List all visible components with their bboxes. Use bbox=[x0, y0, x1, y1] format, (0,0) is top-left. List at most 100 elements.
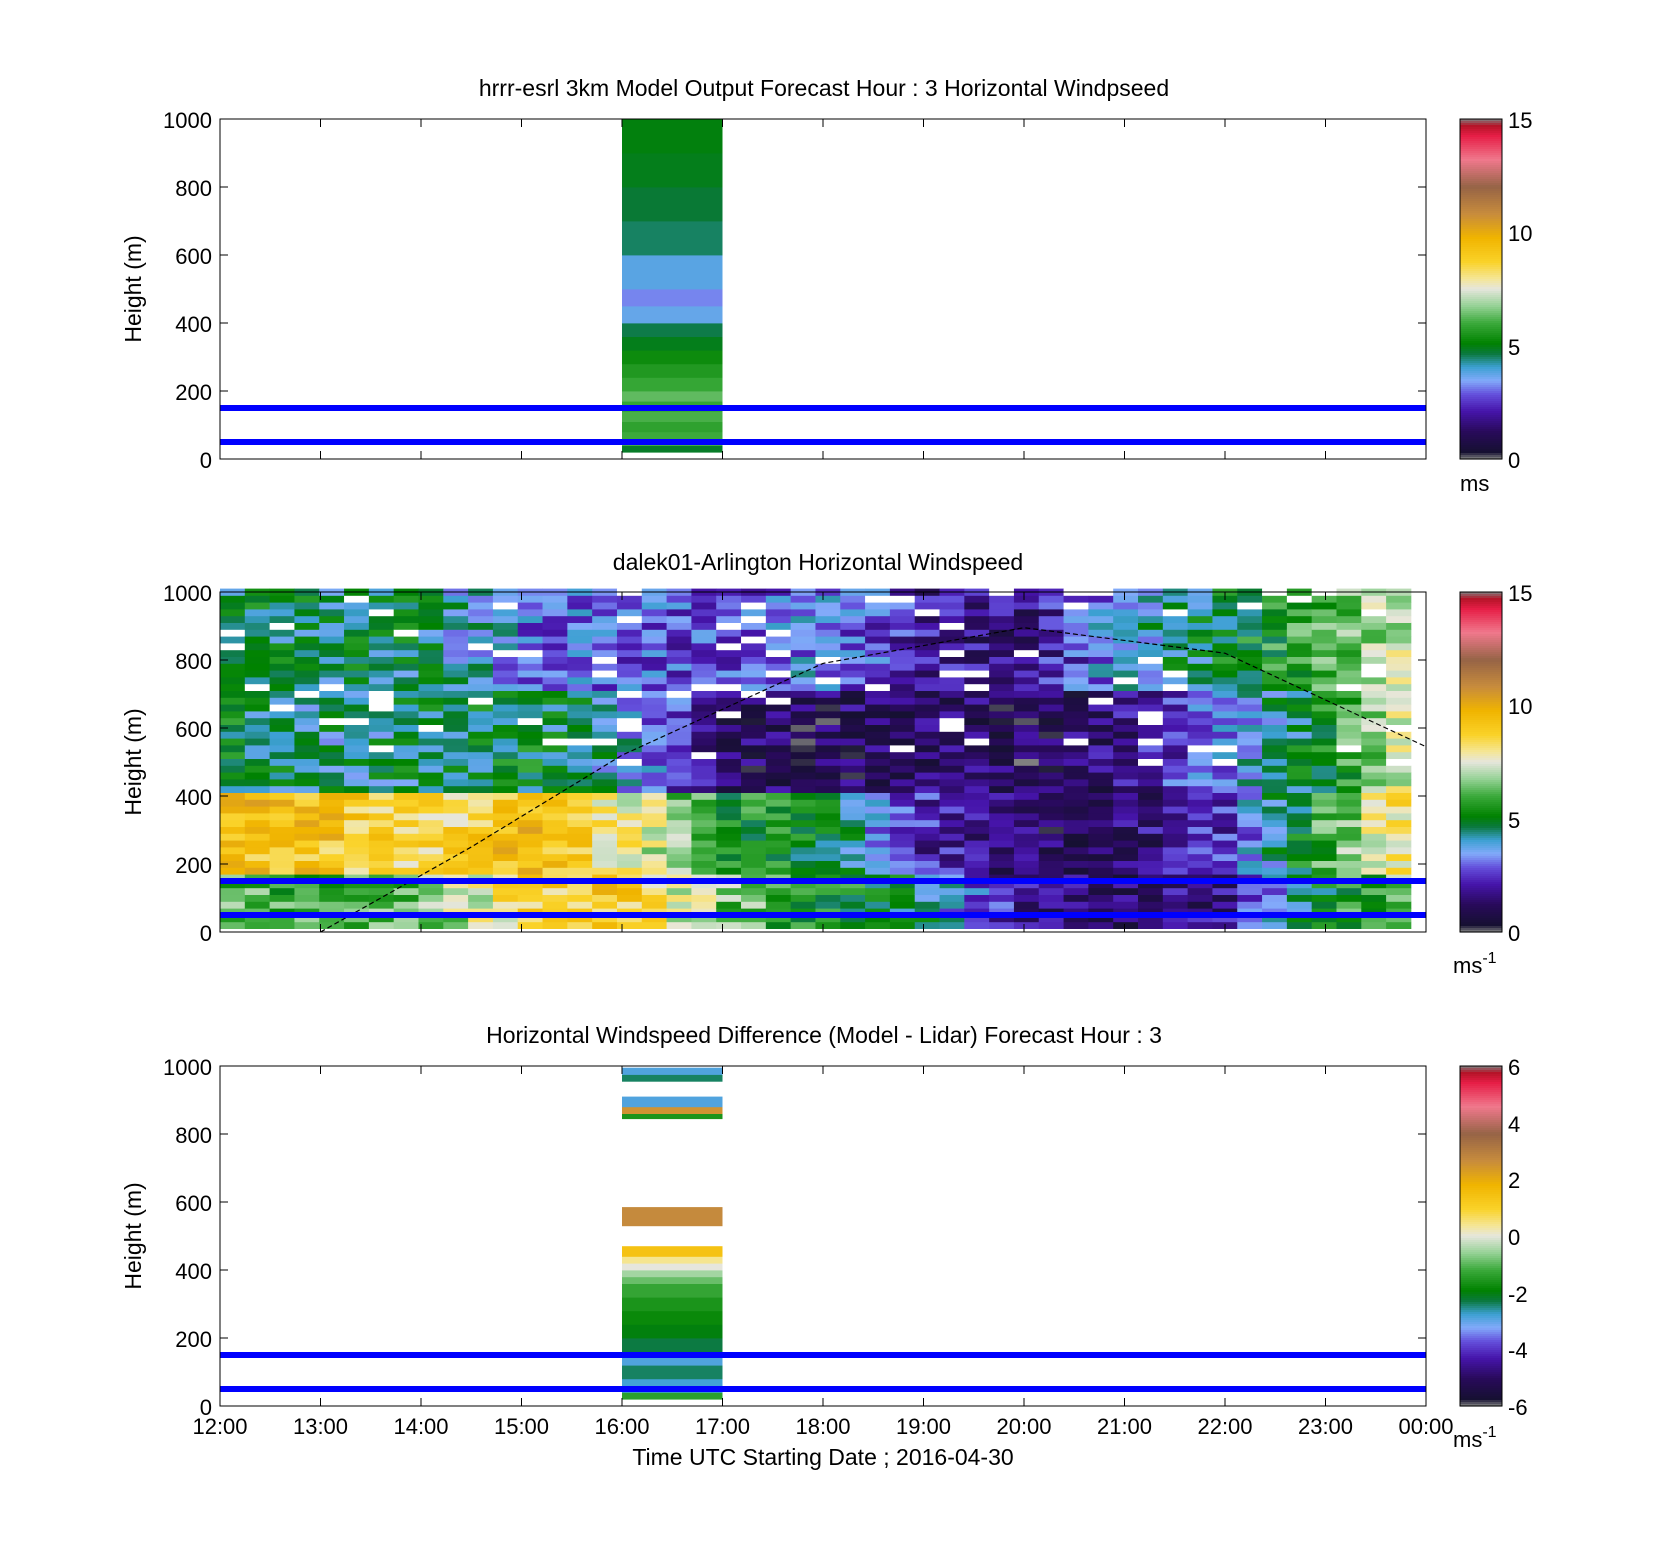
colorbar-swatch bbox=[1460, 766, 1502, 769]
colorbar-swatch bbox=[1460, 221, 1502, 224]
heatmap-cell bbox=[641, 853, 667, 861]
heatmap-cell bbox=[269, 915, 295, 923]
heatmap-cell bbox=[840, 908, 866, 916]
heatmap-cell bbox=[865, 663, 891, 671]
heatmap-cell bbox=[1162, 677, 1189, 685]
heatmap-cell bbox=[989, 663, 1015, 671]
heatmap-cell bbox=[616, 908, 643, 916]
heatmap-cell bbox=[1113, 826, 1139, 834]
heatmap-cell bbox=[889, 704, 916, 712]
heatmap-cell bbox=[641, 717, 667, 725]
heatmap-cell bbox=[592, 779, 618, 787]
colorbar-swatch bbox=[1460, 1268, 1502, 1271]
heatmap-cell bbox=[542, 649, 568, 657]
heatmap-cell bbox=[517, 697, 543, 705]
heatmap-cell bbox=[1237, 860, 1263, 868]
heatmap-cell bbox=[616, 602, 643, 610]
heatmap-cell bbox=[914, 717, 940, 725]
heatmap-cell bbox=[1262, 758, 1288, 766]
heatmap-cell bbox=[1386, 697, 1412, 705]
heatmap-cell bbox=[1013, 894, 1040, 902]
heatmap-cell bbox=[1237, 649, 1263, 657]
heatmap-cell bbox=[468, 615, 494, 623]
heatmap-cell bbox=[542, 738, 568, 746]
heatmap-cell bbox=[269, 819, 295, 827]
heatmap-cell bbox=[815, 636, 841, 644]
heatmap-cell bbox=[889, 765, 916, 773]
heatmap-cell bbox=[1286, 649, 1313, 657]
colorbar-swatch bbox=[1460, 614, 1502, 617]
heatmap-cell bbox=[964, 629, 990, 637]
heatmap-cell bbox=[716, 874, 742, 882]
heatmap-cell bbox=[914, 921, 940, 929]
colorbar-swatch bbox=[1460, 1378, 1502, 1381]
colorbar-swatch bbox=[1460, 429, 1502, 432]
heatmap-cell bbox=[468, 915, 494, 923]
heatmap-cell bbox=[666, 765, 692, 773]
colorbar-swatch bbox=[1460, 161, 1502, 164]
heatmap-cell bbox=[914, 704, 940, 712]
heatmap-cell bbox=[244, 894, 271, 902]
colorbar-swatch bbox=[1460, 1126, 1502, 1129]
heatmap-cell bbox=[964, 704, 990, 712]
heatmap-cell bbox=[765, 806, 792, 814]
heatmap-cell bbox=[1212, 881, 1238, 889]
heatmap-cell bbox=[840, 901, 866, 909]
heatmap-cell bbox=[716, 881, 742, 889]
heatmap-cell bbox=[815, 731, 841, 739]
colorbar-swatch bbox=[1460, 888, 1502, 891]
heatmap-cell bbox=[1013, 915, 1040, 923]
heatmap-cell bbox=[1038, 860, 1064, 868]
colorbar-swatch bbox=[1460, 852, 1502, 855]
heatmap-cell bbox=[1262, 765, 1288, 773]
heatmap-cell bbox=[1386, 758, 1412, 766]
colorbar-swatch bbox=[1460, 594, 1502, 597]
heatmap-cell bbox=[468, 881, 494, 889]
colorbar-swatch bbox=[1460, 830, 1502, 833]
heatmap-cell bbox=[790, 724, 816, 732]
heatmap-cell bbox=[1336, 826, 1362, 834]
heatmap-cell bbox=[418, 915, 444, 923]
heatmap-cell bbox=[1187, 881, 1213, 889]
heatmap-cell bbox=[691, 683, 717, 691]
heatmap-cell bbox=[244, 853, 271, 861]
heatmap-cell bbox=[1187, 731, 1213, 739]
heatmap-cell bbox=[319, 615, 345, 623]
heatmap-cell bbox=[716, 711, 742, 719]
x-tick-label: 20:00 bbox=[996, 1414, 1051, 1439]
heatmap-cell bbox=[790, 819, 816, 827]
heatmap-cell bbox=[964, 745, 990, 753]
heatmap-cell bbox=[1088, 595, 1114, 603]
heatmap-cell bbox=[1187, 704, 1213, 712]
heatmap-cell bbox=[244, 690, 271, 698]
colorbar-swatch bbox=[1460, 816, 1502, 819]
heatmap-cell bbox=[765, 881, 792, 889]
panel-1-heatmap bbox=[622, 119, 723, 453]
heatmap-cell bbox=[1237, 717, 1263, 725]
heatmap-cell bbox=[294, 629, 320, 637]
heatmap-cell bbox=[840, 609, 866, 617]
heatmap-cell bbox=[939, 840, 965, 848]
heatmap-cell bbox=[616, 840, 643, 848]
heatmap-cell bbox=[418, 874, 444, 882]
heatmap-cell bbox=[865, 860, 891, 868]
colorbar-swatch bbox=[1460, 1320, 1502, 1323]
heatmap-cell bbox=[1138, 751, 1164, 759]
colorbar-swatch bbox=[1460, 750, 1502, 753]
heatmap-cell bbox=[319, 840, 345, 848]
colorbar-swatch bbox=[1460, 127, 1502, 130]
colorbar-swatch bbox=[1460, 1174, 1502, 1177]
colorbar-swatch bbox=[1460, 359, 1502, 362]
heatmap-cell bbox=[1286, 704, 1313, 712]
heatmap-cell bbox=[1336, 819, 1362, 827]
heatmap-cell bbox=[716, 758, 742, 766]
heatmap-cell bbox=[889, 670, 916, 678]
heatmap-cell bbox=[1162, 921, 1189, 929]
colorbar-swatch bbox=[1460, 806, 1502, 809]
heatmap-cell bbox=[542, 629, 568, 637]
heatmap-cell bbox=[1113, 629, 1139, 637]
heatmap-cell bbox=[815, 629, 841, 637]
heatmap-cell bbox=[1262, 643, 1288, 651]
heatmap-cell bbox=[1237, 881, 1263, 889]
heatmap-cell bbox=[269, 670, 295, 678]
